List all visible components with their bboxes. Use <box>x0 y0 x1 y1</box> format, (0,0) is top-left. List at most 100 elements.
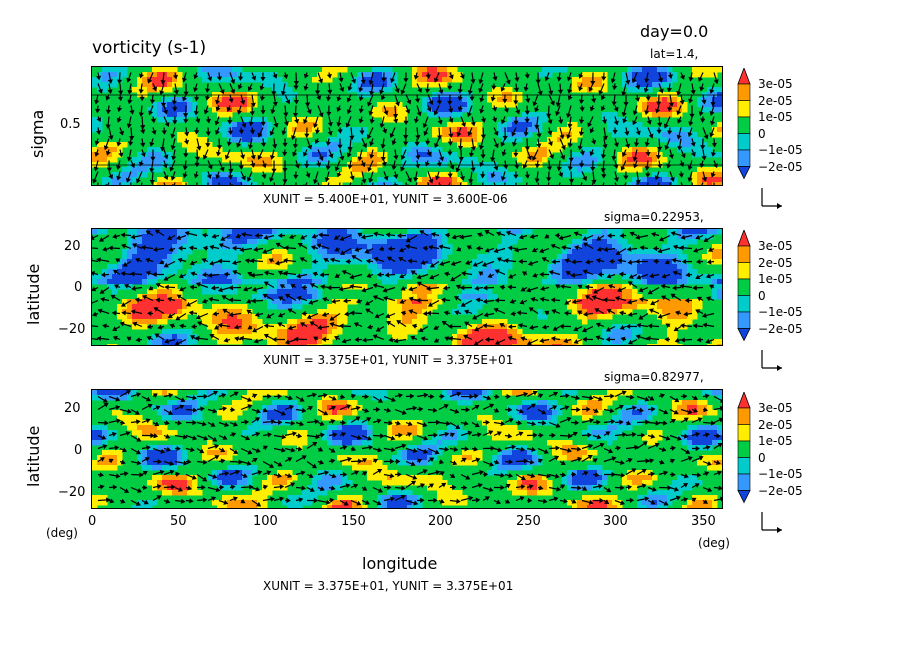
wind-vector-head <box>711 142 717 148</box>
wind-vector-head <box>579 119 585 124</box>
wind-vector-head <box>490 96 496 102</box>
wind-vector-head <box>238 165 244 170</box>
wind-vector-head <box>202 497 208 503</box>
wind-vector-head <box>383 295 388 301</box>
wind-vector-head <box>549 154 554 160</box>
wind-vector <box>570 182 573 185</box>
wind-vector-head <box>618 404 624 410</box>
wind-vector-head <box>349 135 355 141</box>
wind-vector-head <box>311 233 317 239</box>
wind-vector-head <box>116 117 122 123</box>
wind-vector-head <box>351 446 356 452</box>
wind-vector-head <box>105 124 111 129</box>
wind-vector-head <box>707 487 713 493</box>
wind-vector-head <box>439 156 444 162</box>
wind-vector-head <box>290 482 296 488</box>
wind-vector-head <box>665 435 671 441</box>
wind-vector-head <box>503 164 509 170</box>
wind-vector-head <box>655 420 661 426</box>
wind-vector-head <box>456 131 462 137</box>
wind-vector-head <box>459 234 464 240</box>
wind-vector-head <box>135 337 141 343</box>
wind-vector-head <box>450 473 456 478</box>
wind-vector-head <box>720 496 722 502</box>
wind-vector-head <box>167 410 173 415</box>
wind-vector-head <box>96 117 102 123</box>
wind-vector <box>218 182 220 185</box>
wind-vector-head <box>290 284 296 289</box>
wind-vector-head <box>567 95 573 101</box>
wind-vector-head <box>603 297 608 303</box>
wind-vector-head <box>246 298 252 304</box>
wind-vector-head <box>594 308 600 313</box>
wind-vector-head <box>356 500 362 506</box>
wind-vector-head <box>502 98 508 104</box>
wind-vector-head <box>203 109 209 115</box>
wind-vector-head <box>177 420 183 426</box>
wind-vector-head <box>439 459 445 465</box>
wind-vector-head <box>175 315 181 321</box>
wind-vector-head <box>386 321 392 326</box>
wind-vector-head <box>197 321 203 326</box>
wind-vector-head <box>539 248 545 254</box>
wind-vector-head <box>613 177 619 183</box>
wind-vector-head <box>351 393 356 399</box>
wind-vector-head <box>631 78 637 84</box>
wind-vector-head <box>636 322 642 328</box>
wind-vector-head <box>405 108 411 114</box>
wind-vector-head <box>623 175 629 180</box>
xtick-100: 100 <box>253 514 278 529</box>
wind-vector-head <box>646 119 652 125</box>
wind-vector-head <box>318 155 324 161</box>
wind-vector-head <box>290 420 296 426</box>
wind-vector-head <box>257 154 263 160</box>
wind-vector-head <box>99 472 105 478</box>
wind-vector-head <box>267 432 273 438</box>
wind-vector-head <box>571 299 577 305</box>
wind-vector-head <box>665 323 671 329</box>
wind-vector-head <box>351 255 357 260</box>
wind-vector <box>339 182 341 185</box>
wind-vector-head <box>456 498 461 504</box>
wind-vector-head <box>116 141 122 147</box>
wind-vector-head <box>146 324 152 330</box>
wind-vector-head <box>626 420 632 426</box>
wind-vector-head <box>602 135 608 141</box>
wind-vector-head <box>528 307 534 312</box>
wind-vector-head <box>152 393 158 398</box>
wind-vector <box>482 182 484 185</box>
wind-vector-head <box>171 155 177 161</box>
panel3-units: XUNIT = 3.375E+01, YUNIT = 3.375E+01 <box>263 579 514 593</box>
wind-vector-head <box>457 145 464 151</box>
wind-vector-head <box>364 393 370 400</box>
wind-vector-head <box>627 484 633 490</box>
wind-vector-head <box>290 135 296 141</box>
wind-vector-head <box>315 434 321 440</box>
wind-vector-head <box>474 393 479 399</box>
wind-vector-head <box>536 143 542 149</box>
wind-vector-head <box>387 246 393 252</box>
wind-vector-head <box>358 108 364 114</box>
wind-vector-head <box>554 455 560 461</box>
wind-vector-head <box>377 447 383 453</box>
wind-vector-head <box>226 106 232 112</box>
wind-vector-head <box>671 445 676 451</box>
wind-vector-head <box>578 86 584 92</box>
wind-vector-head <box>201 484 206 491</box>
wind-vector-head <box>186 301 192 307</box>
colorbar-label: 0 <box>758 126 766 141</box>
wind-vector-head <box>232 496 238 502</box>
wind-vector-head <box>674 397 680 403</box>
wind-vector-head <box>605 336 611 343</box>
wind-vector-head <box>267 393 272 399</box>
wind-vector-head <box>303 73 309 79</box>
wind-vector-head <box>287 325 293 331</box>
wind-vector-head <box>201 298 207 304</box>
wind-vector-head <box>585 295 591 300</box>
wind-vector-head <box>180 498 186 504</box>
wind-vector-head <box>144 457 150 462</box>
wind-vector-head <box>318 78 324 84</box>
wind-vector-head <box>171 484 176 490</box>
wind-vector-head <box>292 112 299 118</box>
wind-vector-head <box>215 151 222 157</box>
